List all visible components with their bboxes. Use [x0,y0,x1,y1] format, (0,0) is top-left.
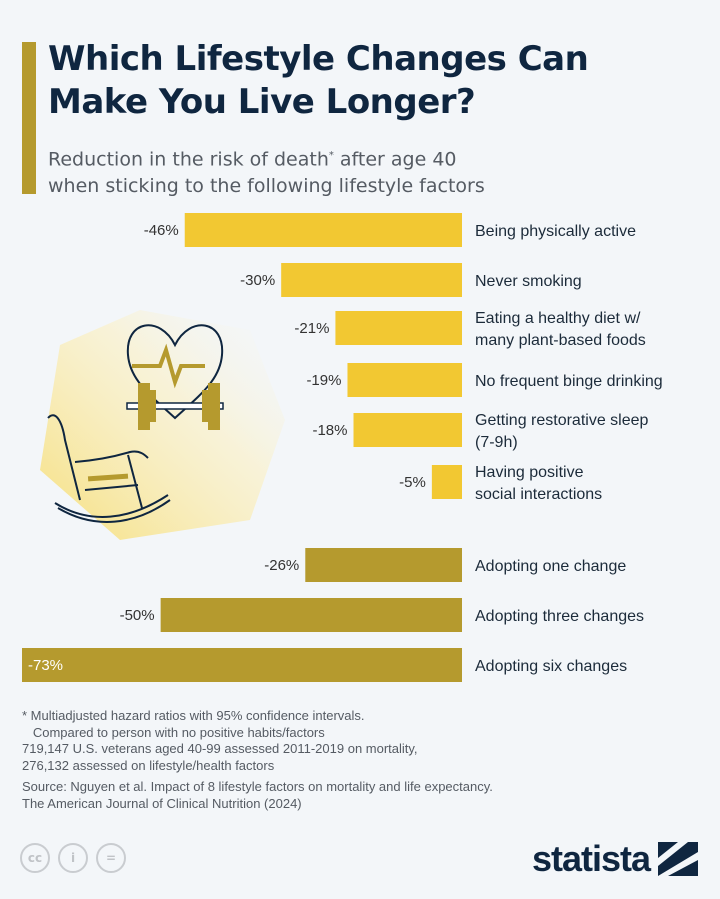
bar [22,648,462,682]
bar [347,363,462,397]
bar [353,413,462,447]
heartbeat-icon [132,343,205,389]
category-label: Having positive [475,464,584,481]
heart-icon [126,324,224,420]
source-line: Source: Nguyen et al. Impact of 8 lifest… [22,779,493,794]
dumbbell-icon [126,383,224,430]
category-label: Never smoking [475,273,582,290]
category-label: Adopting six changes [475,658,627,675]
title-line-1: Which Lifestyle Changes Can [48,39,589,79]
illustration [40,310,285,540]
no-derivatives-icon[interactable]: = [96,843,126,873]
title-line-2: Make You Live Longer? [48,82,476,122]
category-label: Getting restorative sleep [475,412,649,429]
chart-subtitle: Reduction in the risk of death* after ag… [48,142,485,200]
footnotes: * Multiadjusted hazard ratios with 95% c… [22,708,493,812]
hexagon-background [40,310,285,540]
subtitle-text: Reduction in the risk of death [48,148,329,171]
cc-icon[interactable]: cc [20,843,50,873]
category-label: Being physically active [475,223,636,240]
value-label: -5% [399,474,426,491]
category-label: social interactions [475,486,602,503]
value-label: -21% [294,320,329,337]
category-label: Adopting one change [475,558,626,575]
subtitle-line-2: when sticking to the following lifestyle… [48,175,485,198]
value-label: -50% [120,607,155,624]
category-label: many plant-based foods [475,332,646,349]
title-accent-bar [22,42,36,194]
subtitle-text: after age 40 [333,148,457,171]
bar [184,213,462,247]
value-label: -19% [306,372,341,389]
logo-wordmark: statista [531,838,651,879]
attribution-icon[interactable]: i [58,843,88,873]
bar [160,598,463,632]
subtitle-asterisk: * [328,150,334,161]
footnote-line: * Multiadjusted hazard ratios with 95% c… [22,708,365,723]
value-label: -46% [144,222,179,239]
value-label: -73% [28,657,63,674]
footnote-line: 276,132 assessed on lifestyle/health fac… [22,757,275,773]
category-label: No frequent binge drinking [475,373,663,390]
category-label: Eating a healthy diet w/ [475,310,641,327]
value-label: -30% [240,272,275,289]
footnote-line: Compared to person with no positive habi… [22,724,325,740]
chart-title: Which Lifestyle Changes Can Make You Liv… [48,38,589,124]
bar [335,311,462,345]
source-line: The American Journal of Clinical Nutriti… [22,795,302,811]
bar [305,548,462,582]
bar [431,465,462,499]
value-label: -26% [264,557,299,574]
statista-logo[interactable]: statista [532,838,698,880]
license-icons: cc i = [20,843,126,873]
category-label: Adopting three changes [475,608,644,625]
bar-chart: -46% Being physically active -30% Never smo… [22,213,663,682]
value-label: -18% [312,422,347,439]
footnote-line: 719,147 U.S. veterans aged 40-99 assesse… [22,741,418,756]
statista-logo-icon [658,842,698,876]
bar [281,263,462,297]
category-label: (7-9h) [475,434,518,451]
rocking-chair-icon [47,414,171,523]
